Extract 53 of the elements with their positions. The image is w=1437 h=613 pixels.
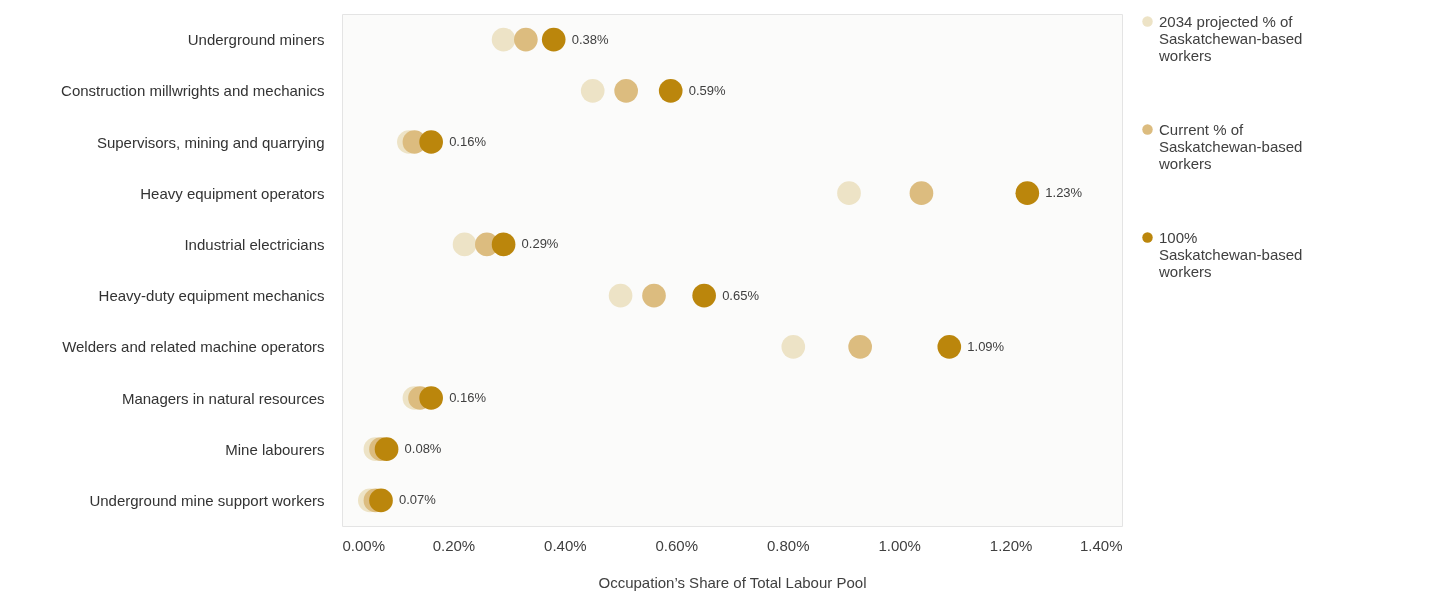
data-label: 0.16% [449, 134, 487, 149]
y-tick-label: Heavy-duty equipment mechanics [98, 287, 325, 305]
y-tick-label: Underground miners [187, 31, 325, 49]
point [514, 27, 538, 52]
x-tick-label: 1.40% [1079, 536, 1123, 554]
data-label: 0.29% [521, 236, 559, 252]
point [848, 334, 872, 359]
y-tick-label: Managers in natural resources [121, 389, 325, 407]
point [909, 181, 934, 206]
y-tick-label: Industrial electricians [184, 235, 325, 253]
point [692, 283, 716, 308]
point [781, 334, 806, 359]
y-tick-label: Underground mine support workers [89, 491, 325, 509]
point [608, 283, 633, 308]
point [491, 232, 516, 257]
point [374, 437, 399, 462]
point [658, 78, 683, 103]
data-label: 0.16% [449, 390, 487, 405]
point [419, 130, 443, 154]
y-tick-label: Heavy equipment operators [140, 184, 325, 202]
x-tick-label: 0.40% [544, 536, 587, 554]
point [369, 488, 393, 513]
y-tick-label: Mine labourers [225, 440, 325, 458]
point [491, 27, 516, 52]
x-tick-label: 1.20% [989, 536, 1033, 554]
data-label: 0.07% [399, 492, 437, 508]
data-label: 0.38% [571, 31, 610, 47]
data-label: 0.59% [688, 82, 727, 98]
data-label: 0.65% [722, 287, 760, 303]
legend-label: 2034 projected % of Saskatchewan-based workers [1158, 12, 1303, 64]
point [937, 334, 962, 359]
point [580, 78, 605, 103]
x-tick-label: 1.00% [878, 536, 921, 554]
data-label: 1.09% [967, 338, 1005, 354]
point [642, 283, 666, 308]
point [452, 232, 477, 257]
data-label: 1.23% [1045, 185, 1083, 201]
legend-label: 100% Saskatchewan-based workers [1158, 228, 1303, 280]
y-tick-label: Supervisors, mining and quarrying [96, 133, 325, 151]
legend-label: Current % of Saskatchewan-based workers [1158, 120, 1303, 172]
x-tick-label: 0.80% [766, 536, 810, 554]
point [614, 78, 638, 103]
point [1015, 181, 1040, 206]
point [419, 386, 443, 410]
x-tick-label: 0.20% [432, 536, 476, 554]
x-tick-label: 0.00% [342, 536, 386, 554]
x-tick-label: 0.60% [655, 536, 699, 554]
data-label: 0.08% [404, 441, 442, 457]
point [837, 181, 861, 206]
y-tick-label: Construction millwrights and mechanics [61, 82, 325, 100]
x-axis-title: Occupation’s Share of Total Labour Pool [598, 573, 867, 591]
point [541, 27, 566, 52]
y-tick-label: Welders and related machine operators [62, 338, 325, 356]
